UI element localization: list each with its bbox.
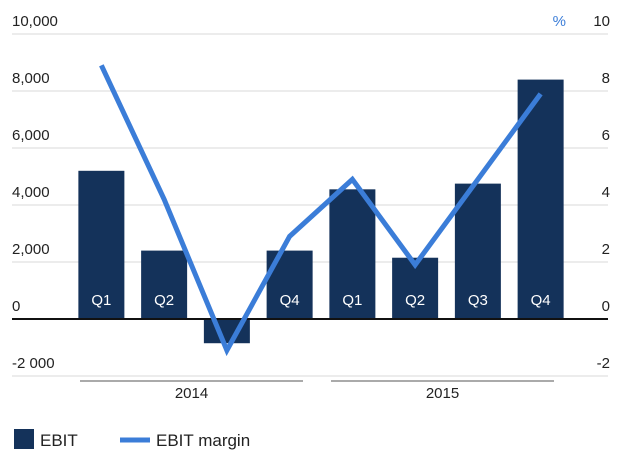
bar (329, 189, 376, 319)
bar (78, 170, 125, 319)
line (99, 64, 543, 357)
y-tick-label: 6,000 (12, 127, 50, 144)
x-tick-label: Q2 (154, 292, 174, 309)
y2-tick-label: 0 (602, 298, 610, 315)
legend-label: EBIT (40, 431, 78, 450)
x-tick-label: Q4 (280, 292, 300, 309)
group-label: 2014 (175, 385, 208, 402)
legend-label: EBIT margin (156, 431, 250, 450)
y-tick-label: 4,000 (12, 184, 50, 201)
group-label: 2015 (426, 385, 459, 402)
bar (517, 79, 564, 319)
y2-tick-label: 2 (602, 241, 610, 258)
x-tick-label: Q2 (405, 292, 425, 309)
y2-axis-label: % (553, 13, 566, 30)
y-tick-label: 0 (12, 298, 20, 315)
x-tick-label: Q1 (91, 292, 111, 309)
bar (141, 250, 188, 319)
y-tick-label: 8,000 (12, 70, 50, 87)
y2-tick-label: -2 (597, 355, 610, 372)
y2-tick-label: 10 (593, 13, 610, 30)
x-tick-label: Q1 (342, 292, 362, 309)
y2-tick-label: 8 (602, 70, 610, 87)
legend-swatch (14, 429, 34, 449)
x-tick-label: Q3 (217, 292, 237, 309)
y2-tick-label: 4 (602, 184, 610, 201)
bar (454, 183, 501, 319)
y-tick-label: 10,000 (12, 13, 58, 30)
y-tick-label: 2,000 (12, 241, 50, 258)
x-tick-label: Q4 (531, 292, 551, 309)
x-tick-label: Q3 (468, 292, 488, 309)
y-tick-label: -2 000 (12, 355, 55, 372)
y2-tick-label: 6 (602, 127, 610, 144)
